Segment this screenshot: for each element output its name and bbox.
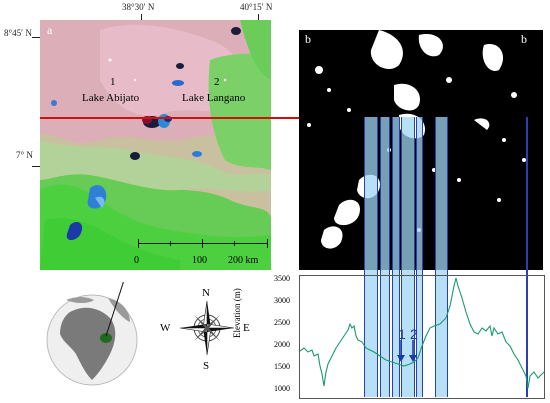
scale-bar (138, 243, 268, 244)
scale-tick-150 (234, 241, 235, 246)
band-5 (416, 117, 423, 397)
ytick-3000: 3000 (274, 296, 290, 305)
transect-line (40, 117, 543, 119)
compass-rose (172, 293, 242, 363)
scale-label-200: 200 km (228, 255, 259, 266)
lake-1-name: Lake Abijato (82, 92, 140, 104)
compass-icon (179, 300, 235, 356)
ytick-3500: 3500 (274, 274, 290, 283)
scale-tick-50 (170, 241, 171, 246)
band-1 (364, 117, 378, 397)
scale-label-100: 100 (192, 255, 207, 266)
tick-lon2 (258, 14, 259, 20)
scale-tick-200 (267, 239, 268, 248)
elevation-curve (300, 277, 544, 389)
scale-label-0: 0 (134, 255, 139, 266)
tick-lat1 (32, 37, 40, 38)
lake-2-number: 2 (214, 76, 220, 88)
band-3 (392, 117, 400, 397)
band-6 (435, 117, 448, 397)
panel-b-letter-left: b (305, 32, 311, 46)
latitude-label-1: 8°45′ N (4, 28, 32, 38)
elevation-profile-panel: 3500 3000 2500 2000 1500 1000 1 2 (274, 274, 545, 399)
ytick-1000: 1000 (274, 384, 290, 393)
elevation-profile (300, 277, 544, 389)
longitude-label-2: 40°15′ N (240, 2, 273, 12)
lake-1-number: 1 (110, 76, 116, 88)
panel-a-letter: a (47, 23, 53, 37)
compass-east: E (243, 322, 250, 334)
globe-inset (46, 282, 138, 386)
compass-west: W (160, 322, 171, 334)
longitude-label-1: 38°30′ N (122, 2, 155, 12)
satellite-map (40, 20, 271, 270)
marker-1-label: 1 (398, 326, 406, 342)
panel-b-letter-right: b (521, 32, 527, 46)
ytick-2500: 2500 (274, 318, 290, 327)
marker-arrows (397, 340, 417, 362)
scale-tick-100 (202, 239, 203, 248)
ytick-1500: 1500 (274, 362, 290, 371)
lake-2-name: Lake Langano (182, 92, 246, 104)
marker-2-label: 2 (410, 326, 418, 342)
band-2 (380, 117, 390, 397)
band-4 (401, 117, 415, 397)
compass-north: N (202, 287, 210, 299)
band-7 (526, 117, 528, 397)
ytick-2000: 2000 (274, 340, 290, 349)
tick-lat2 (32, 166, 40, 167)
tick-lon1 (141, 14, 142, 20)
compass-south: S (203, 360, 210, 372)
latitude-label-2: 7° N (16, 150, 33, 160)
scale-tick-0 (138, 239, 139, 248)
satellite-map-panel: a 1 Lake Abijato 2 Lake Langano 0 100 20… (40, 20, 271, 270)
